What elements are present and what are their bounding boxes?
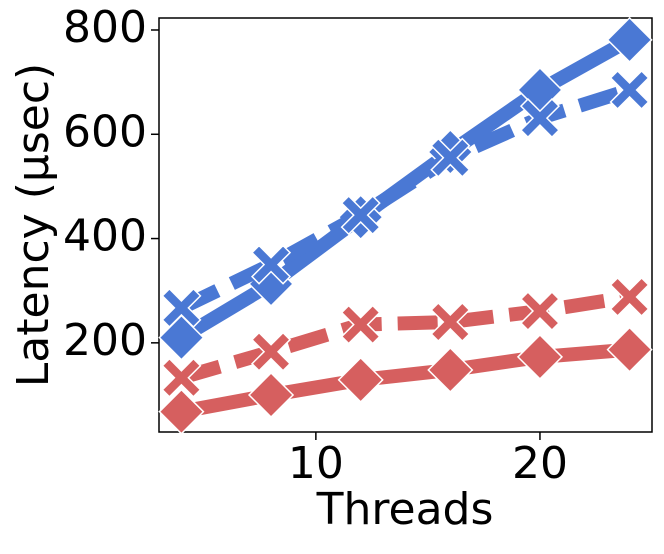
- series-line: [178, 83, 632, 315]
- marker: [161, 357, 202, 398]
- marker: [250, 331, 292, 372]
- y-tick-label: 800: [63, 2, 147, 53]
- series-line: [179, 290, 631, 385]
- marker: [609, 69, 650, 111]
- x-axis-label: Threads: [316, 484, 494, 535]
- marker: [519, 290, 561, 332]
- marker: [161, 287, 202, 328]
- y-tick-label: 200: [63, 315, 147, 366]
- marker: [158, 388, 205, 435]
- marker: [519, 98, 561, 139]
- marker: [516, 333, 564, 380]
- marker: [430, 137, 471, 178]
- marker: [606, 16, 653, 63]
- marker: [427, 346, 474, 394]
- y-axis-label: Latency (μsec): [8, 63, 59, 387]
- plot-frame: [158, 17, 653, 433]
- marker: [609, 276, 650, 318]
- x-tick-label: 20: [512, 438, 568, 489]
- marker: [247, 371, 295, 419]
- marker: [340, 304, 381, 345]
- marker: [250, 244, 292, 285]
- marker: [340, 195, 381, 236]
- y-tick-label: 400: [63, 211, 147, 262]
- marker: [430, 301, 471, 343]
- marker: [337, 356, 384, 403]
- y-tick-label: 600: [63, 106, 147, 157]
- marker: [606, 326, 653, 373]
- x-tick-label: 10: [288, 438, 344, 489]
